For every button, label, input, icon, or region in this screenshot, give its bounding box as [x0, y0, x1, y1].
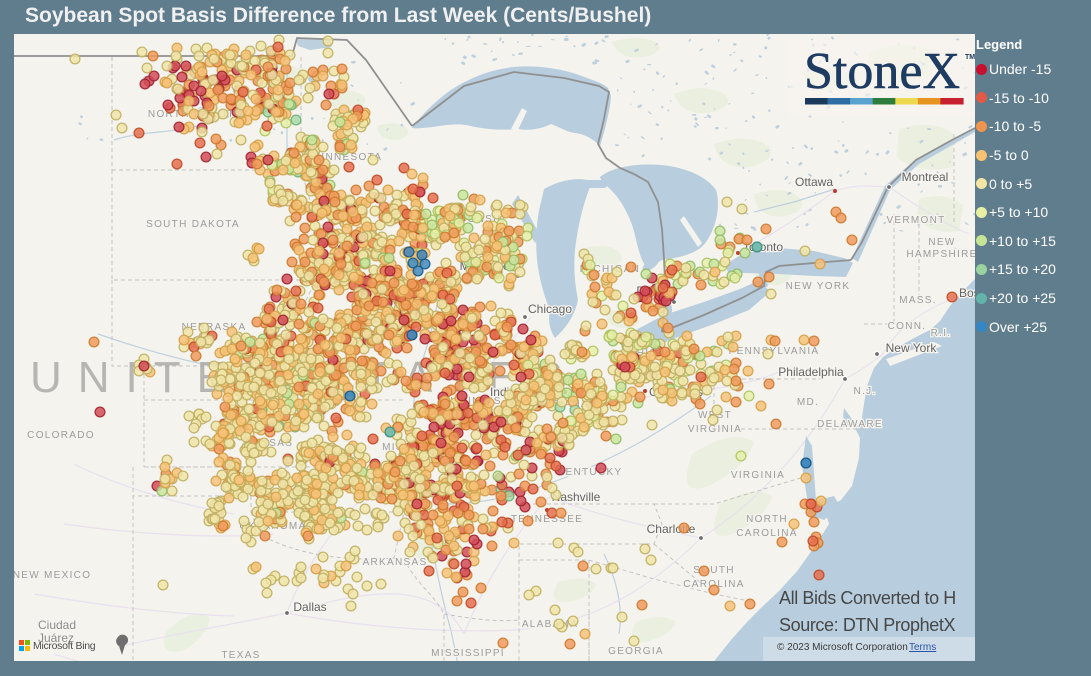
svg-text:New York: New York	[886, 341, 938, 355]
svg-text:COLORADO: COLORADO	[27, 430, 95, 441]
svg-text:Ciudad: Ciudad	[38, 618, 76, 632]
svg-text:VERMONT: VERMONT	[886, 215, 945, 226]
svg-text:HAMPSHIRE: HAMPSHIRE	[906, 249, 975, 260]
svg-text:PENNSYLVANIA: PENNSYLVANIA	[729, 346, 820, 357]
svg-text:Source: DTN ProphetX: Source: DTN ProphetX	[779, 615, 955, 635]
svg-text:StoneX: StoneX	[804, 43, 960, 100]
svg-text:R.I.: R.I.	[931, 328, 952, 339]
svg-text:MASS.: MASS.	[899, 295, 937, 306]
svg-text:Chicago: Chicago	[528, 302, 572, 316]
svg-text:CAROLINA: CAROLINA	[736, 528, 798, 539]
svg-text:TM: TM	[965, 54, 975, 61]
svg-text:DELAWARE: DELAWARE	[817, 419, 883, 430]
svg-text:Nashville: Nashville	[552, 490, 601, 504]
svg-text:Dallas: Dallas	[293, 600, 326, 614]
svg-text:© 2023 Microsoft Corporation: © 2023 Microsoft Corporation	[777, 642, 908, 653]
svg-text:NEW: NEW	[928, 237, 955, 248]
svg-text:Philadelphia: Philadelphia	[778, 365, 844, 379]
svg-text:All Bids Converted to H: All Bids Converted to H	[779, 588, 956, 608]
svg-text:GEORGIA: GEORGIA	[608, 646, 664, 657]
svg-text:MD.: MD.	[797, 397, 819, 408]
svg-text:N.J.: N.J.	[854, 386, 877, 397]
svg-text:VIRGINIA: VIRGINIA	[688, 424, 742, 435]
svg-text:KENTUCKY: KENTUCKY	[558, 467, 623, 478]
svg-text:ARKANSAS: ARKANSAS	[363, 557, 428, 568]
svg-text:Bos: Bos	[959, 286, 975, 300]
svg-text:Montreal: Montreal	[902, 170, 949, 184]
svg-text:Terms: Terms	[909, 642, 936, 653]
svg-text:CONN.: CONN.	[888, 321, 927, 332]
svg-text:Juárez: Juárez	[38, 631, 74, 645]
svg-text:SOUTH DAKOTA: SOUTH DAKOTA	[146, 219, 240, 230]
svg-text:Microsoft Bing: Microsoft Bing	[33, 640, 96, 652]
svg-text:TEXAS: TEXAS	[221, 650, 260, 661]
svg-text:TENNESSEE: TENNESSEE	[511, 514, 583, 525]
svg-text:VIRGINIA: VIRGINIA	[731, 470, 785, 481]
svg-text:MISSISSIPPI: MISSISSIPPI	[431, 648, 505, 659]
svg-text:Ottawa: Ottawa	[795, 175, 833, 189]
svg-text:NEW MEXICO: NEW MEXICO	[14, 570, 91, 581]
svg-text:NORTH: NORTH	[746, 514, 788, 525]
svg-text:NEW YORK: NEW YORK	[786, 281, 851, 292]
